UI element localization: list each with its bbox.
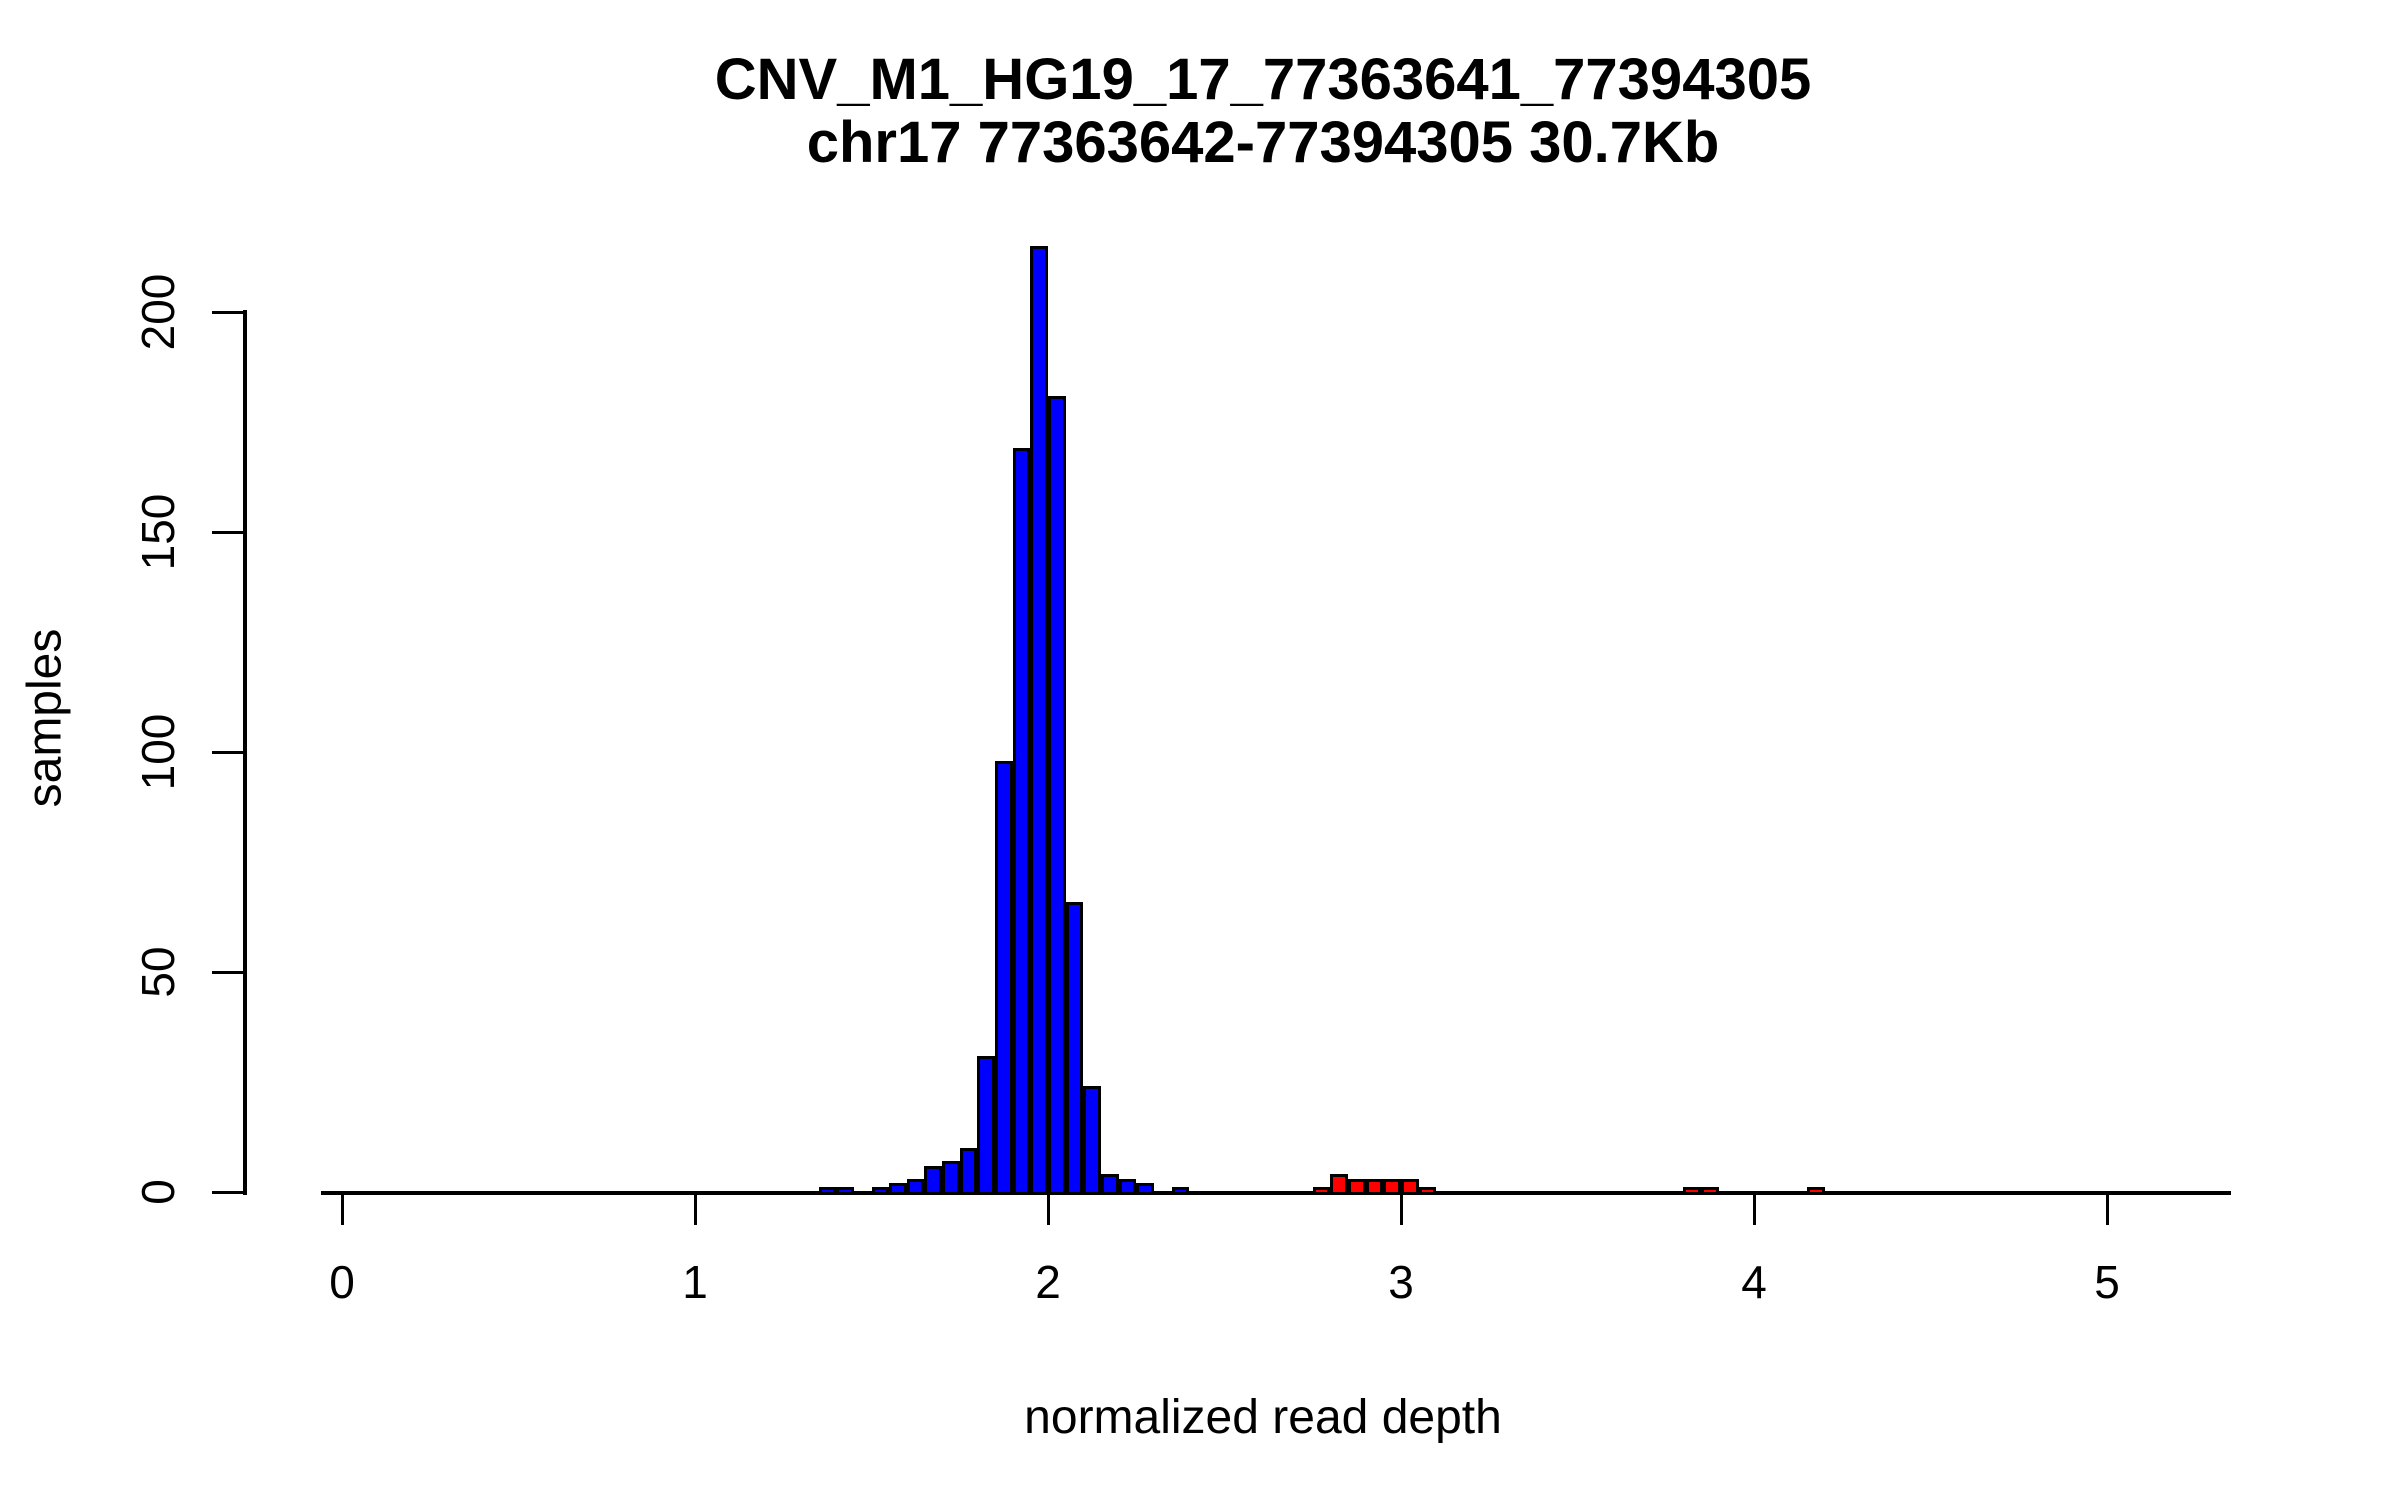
- histogram-bar-x3.05: [1418, 1187, 1437, 1195]
- histogram-bar-x3.00: [1401, 1178, 1419, 1195]
- y-axis-tick-label: 150: [132, 493, 184, 571]
- histogram-bar-x2.80: [1330, 1174, 1349, 1195]
- x-axis-line: [320, 1191, 2231, 1195]
- histogram-bar-x1.95: [1030, 246, 1048, 1195]
- x-axis-tick: [341, 1195, 344, 1225]
- y-axis-tick: [212, 751, 243, 754]
- y-axis-tick: [212, 1191, 243, 1194]
- y-axis-tick-label: 100: [132, 713, 184, 791]
- y-axis-title: samples: [18, 628, 72, 808]
- y-axis-line: [243, 310, 247, 1195]
- histogram-bar-x2.35: [1171, 1187, 1190, 1195]
- histogram-bar-x1.50: [871, 1187, 890, 1195]
- y-axis-tick-label: 50: [132, 946, 184, 998]
- x-axis-tick: [1400, 1195, 1403, 1225]
- histogram-bar-x2.25: [1136, 1183, 1154, 1195]
- chart-title: CNV_M1_HG19_17_77363641_77394305 chr17 7…: [246, 48, 2280, 174]
- histogram-bar-x1.40: [836, 1187, 854, 1195]
- histogram-bar-x1.35: [818, 1187, 837, 1195]
- histogram-bar-x2.95: [1383, 1178, 1401, 1195]
- histogram-bar-x2.75: [1312, 1187, 1331, 1195]
- histogram-bar-x3.85: [1701, 1187, 1719, 1195]
- y-axis-tick: [212, 311, 243, 314]
- histogram-bar-x4.15: [1806, 1187, 1825, 1195]
- histogram-bar-x1.60: [906, 1178, 925, 1195]
- histogram-bar-x1.80: [977, 1055, 996, 1195]
- chart-title-line1: CNV_M1_HG19_17_77363641_77394305: [714, 47, 1812, 112]
- x-axis-tick-label: 5: [2094, 1256, 2120, 1308]
- x-axis-title: normalized read depth: [1024, 1391, 1502, 1444]
- histogram-bar-x2.20: [1118, 1178, 1137, 1195]
- y-axis-tick: [212, 971, 243, 974]
- y-axis-tick-label: 0: [132, 1179, 184, 1205]
- histogram-bar-x1.65: [924, 1165, 943, 1195]
- x-axis-tick-label: 1: [682, 1256, 708, 1308]
- histogram-bar-x2.10: [1083, 1086, 1101, 1195]
- x-axis-tick-label: 2: [1035, 1256, 1061, 1308]
- histogram-bar-x1.90: [1012, 448, 1031, 1195]
- y-axis-tick-label: 200: [132, 273, 184, 351]
- histogram-bar-x1.75: [959, 1148, 978, 1195]
- x-axis-tick: [1753, 1195, 1756, 1225]
- histogram-bar-x2.15: [1100, 1174, 1119, 1195]
- x-axis-tick: [2106, 1195, 2109, 1225]
- chart-title-line2: chr17 77363642-77394305 30.7Kb: [806, 110, 1720, 175]
- histogram-bar-x2.05: [1065, 901, 1084, 1195]
- histogram-bar-x2.00: [1048, 395, 1066, 1195]
- histogram-bar-x1.85: [995, 760, 1013, 1195]
- histogram-bar-x3.80: [1683, 1187, 1702, 1195]
- histogram-bar-x2.90: [1365, 1178, 1384, 1195]
- x-axis-tick-label: 4: [1741, 1256, 1767, 1308]
- x-axis-tick-label: 0: [329, 1256, 355, 1308]
- histogram-bar-x1.55: [889, 1183, 907, 1195]
- x-axis-tick: [1047, 1195, 1050, 1225]
- y-axis-tick: [212, 531, 243, 534]
- x-axis-tick: [694, 1195, 697, 1225]
- histogram-bar-x2.85: [1348, 1178, 1366, 1195]
- histogram-bar-x1.70: [942, 1161, 960, 1195]
- x-axis-tick-label: 3: [1388, 1256, 1414, 1308]
